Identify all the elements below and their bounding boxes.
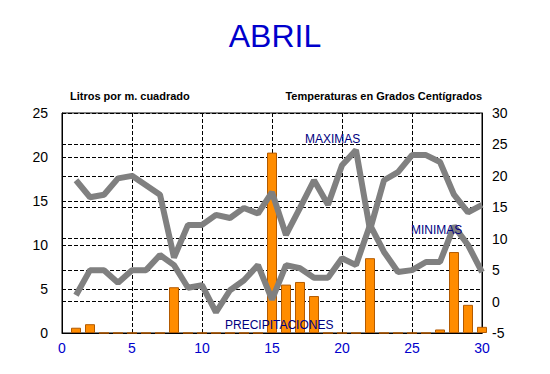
svg-text:20: 20 [32,149,48,165]
svg-text:PRECIPITACIONES: PRECIPITACIONES [225,318,333,332]
svg-text:30: 30 [492,105,508,121]
svg-text:10: 10 [492,231,508,247]
svg-text:Temperaturas en Grados Centígr: Temperaturas en Grados Centígrados [285,90,482,102]
svg-text:0: 0 [492,294,500,310]
svg-text:25: 25 [404,340,420,356]
svg-text:10: 10 [32,237,48,253]
svg-text:-5: -5 [492,325,505,341]
svg-text:20: 20 [492,168,508,184]
svg-text:MINIMAS: MINIMAS [411,223,462,237]
svg-text:5: 5 [40,281,48,297]
svg-text:15: 15 [32,193,48,209]
svg-text:5: 5 [128,340,136,356]
svg-text:MAXIMAS: MAXIMAS [305,132,360,146]
svg-text:0: 0 [40,325,48,341]
svg-text:0: 0 [58,340,66,356]
svg-text:ABRIL: ABRIL [229,18,321,54]
svg-text:15: 15 [492,199,508,215]
svg-text:20: 20 [334,340,350,356]
svg-text:10: 10 [194,340,210,356]
svg-text:25: 25 [32,105,48,121]
svg-text:5: 5 [492,262,500,278]
svg-text:15: 15 [264,340,280,356]
svg-text:30: 30 [474,340,490,356]
svg-text:25: 25 [492,136,508,152]
svg-text:Litros por m. cuadrado: Litros por m. cuadrado [70,90,190,102]
